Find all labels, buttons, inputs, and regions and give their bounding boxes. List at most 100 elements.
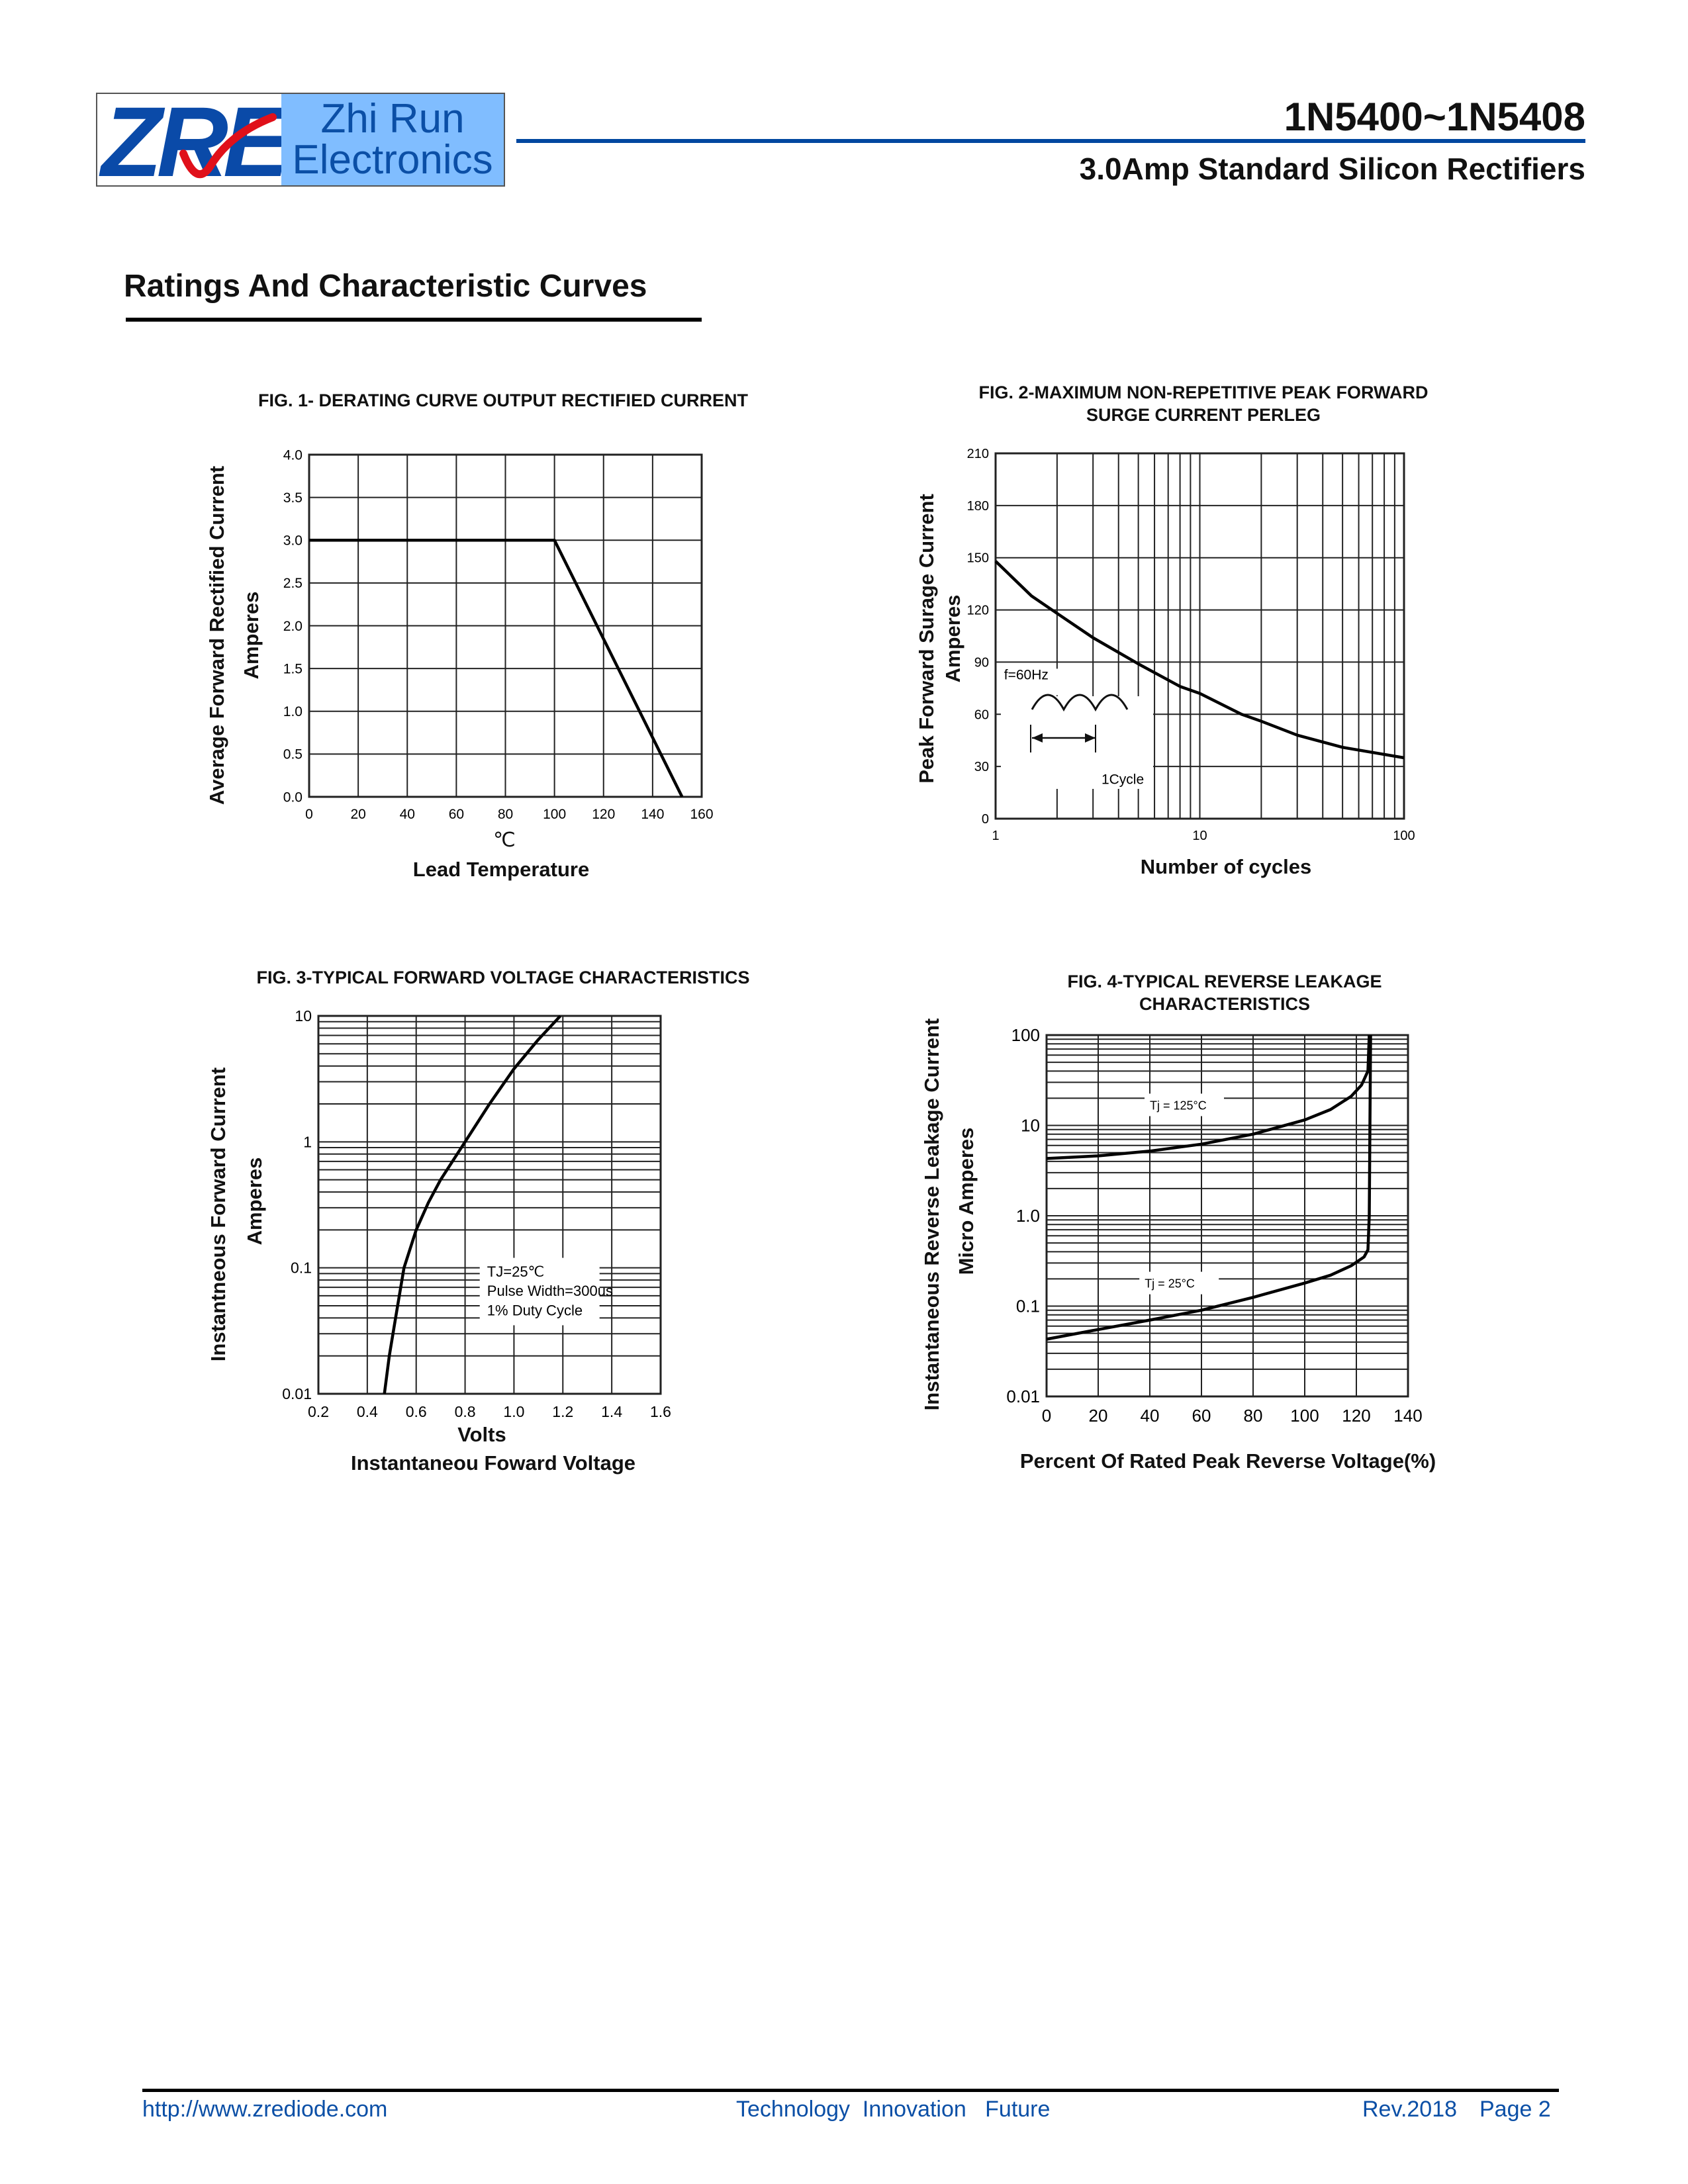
logo-name: Zhi Run Electronics bbox=[281, 94, 504, 185]
x-tick-label: 100 bbox=[1393, 829, 1415, 843]
fig1-derating-chart: 0 20 40 60 80 100 120 140 160 0.0 0.5 1.0 1.5 2.0 2.5 3… bbox=[283, 447, 714, 822]
fig2-title-line1: FIG. 2-MAXIMUM NON-REPETITIVE PEAK FORWA… bbox=[978, 383, 1429, 402]
product-subtitle: 3.0Amp Standard Silicon Rectifiers bbox=[1079, 152, 1585, 186]
y-tick-label: 2.0 bbox=[283, 619, 303, 634]
half-wave-icon bbox=[1031, 694, 1129, 712]
fig1-ylabel: Average Forward Rectified Current bbox=[205, 465, 228, 805]
x-tick-label: 0 bbox=[305, 807, 313, 822]
annotation-text: TJ=25℃ bbox=[487, 1263, 544, 1280]
fig2-ylabel-units: Amperes bbox=[941, 594, 964, 683]
y-tick-label: 0.1 bbox=[1016, 1297, 1040, 1316]
waveform-box bbox=[1001, 696, 1153, 789]
logo-check-icon bbox=[179, 113, 277, 179]
fig3-ylabel-units: Amperes bbox=[243, 1157, 266, 1246]
y-tick-label: 1.0 bbox=[1016, 1206, 1040, 1226]
series-label: Tj = 25°C bbox=[1145, 1277, 1195, 1291]
company-logo: ZRE Zhi Run Electronics bbox=[96, 93, 505, 187]
y-tick-label: 210 bbox=[967, 447, 989, 461]
y-tick-label: 0.01 bbox=[1006, 1387, 1040, 1406]
x-tick-label: 80 bbox=[498, 807, 513, 822]
fig4-title: FIG. 4-TYPICAL REVERSE LEAKAGE CHARACTER… bbox=[1067, 972, 1382, 1014]
x-tick-label: 0 bbox=[1042, 1406, 1051, 1426]
x-tick-label: 1.2 bbox=[552, 1403, 573, 1420]
fig2-xlabel: Number of cycles bbox=[1140, 855, 1312, 878]
x-tick-label: 120 bbox=[592, 807, 615, 822]
x-tick-label: 160 bbox=[690, 807, 713, 822]
logo-mark: ZRE bbox=[97, 94, 281, 185]
x-tick-label: 60 bbox=[1192, 1406, 1211, 1426]
freq-label-box bbox=[1001, 668, 1060, 696]
section-underline bbox=[126, 318, 702, 322]
y-tick-label: 2.5 bbox=[283, 576, 303, 591]
fig3-title: FIG. 3-TYPICAL FORWARD VOLTAGE CHARACTER… bbox=[256, 968, 750, 987]
logo-name-line2: Electronics bbox=[292, 137, 493, 183]
series-line-0 bbox=[309, 539, 684, 798]
fig2-title: FIG. 2-MAXIMUM NON-REPETITIVE PEAK FORWA… bbox=[978, 381, 1428, 426]
fig2-ylabel: Peak Forward Surage Current bbox=[915, 494, 938, 784]
y-tick-label: 90 bbox=[974, 655, 989, 670]
y-tick-label: 3.5 bbox=[283, 490, 303, 506]
x-tick-label: 1.4 bbox=[601, 1403, 622, 1420]
x-tick-label: 0.6 bbox=[406, 1403, 427, 1420]
y-tick-label: 100 bbox=[1011, 1025, 1040, 1045]
footer-slogan: Technology Innovation Future bbox=[736, 2097, 1051, 2122]
y-tick-label: 30 bbox=[974, 760, 989, 774]
x-tick-label: 100 bbox=[543, 807, 566, 822]
header-divider bbox=[516, 139, 1585, 143]
y-tick-label: 1 bbox=[303, 1133, 312, 1150]
series-label: Tj = 125°C bbox=[1150, 1099, 1207, 1112]
y-tick-label: 10 bbox=[295, 1007, 312, 1024]
page-number: Page 2 bbox=[1479, 2097, 1551, 2122]
series-line-1 bbox=[1046, 1034, 1372, 1341]
x-tick-label: 1.6 bbox=[650, 1403, 671, 1420]
plot-frame bbox=[317, 1015, 662, 1395]
x-tick-label: 0.4 bbox=[357, 1403, 378, 1420]
series-label-box bbox=[1145, 1093, 1224, 1116]
series-line-0 bbox=[1046, 1034, 1371, 1160]
fig3-xunit: Volts bbox=[457, 1423, 506, 1446]
x-tick-label: 100 bbox=[1290, 1406, 1319, 1426]
fig3-xlabel: Instantaneou Foward Voltage bbox=[350, 1451, 636, 1475]
annotation-text: f=60Hz bbox=[1004, 668, 1049, 683]
y-tick-label: 0 bbox=[982, 812, 989, 827]
fig1-title: FIG. 1- DERATING CURVE OUTPUT RECTIFIED … bbox=[258, 390, 749, 410]
fig1-xlabel: Lead Temperature bbox=[412, 858, 590, 881]
x-tick-label: 1.0 bbox=[503, 1403, 524, 1420]
x-tick-label: 140 bbox=[1393, 1406, 1422, 1426]
annotation-text: 1Cycle bbox=[1102, 772, 1144, 787]
section-title: Ratings And Characteristic Curves bbox=[124, 269, 647, 304]
y-tick-label: 10 bbox=[1021, 1116, 1040, 1136]
revision: Rev.2018 bbox=[1362, 2097, 1458, 2122]
y-tick-label: 4.0 bbox=[283, 447, 303, 463]
y-tick-label: 0.1 bbox=[291, 1259, 312, 1277]
y-tick-label: 0.5 bbox=[283, 747, 303, 762]
y-tick-label: 3.0 bbox=[283, 533, 303, 549]
x-tick-label: 40 bbox=[400, 807, 415, 822]
legend-box bbox=[479, 1257, 600, 1326]
fig1-xunit: ℃ bbox=[493, 829, 516, 851]
logo-name-line1: Zhi Run bbox=[320, 96, 465, 142]
x-tick-label: 20 bbox=[1089, 1406, 1108, 1426]
y-tick-label: 150 bbox=[967, 551, 989, 566]
plot-frame bbox=[994, 452, 1405, 820]
x-tick-label: 1 bbox=[992, 829, 999, 843]
fig4-ylabel-units: Micro Amperes bbox=[955, 1127, 978, 1275]
fig2-surge-chart: 1 10 100 0 30 60 90 120 150 180 210 f=60Hz 1Cycle bbox=[967, 447, 1415, 843]
fig4-reverse-leakage-chart: 0 20 40 60 80 100 120 140 0.01 0.1 1.0 10 100 Tj = 12… bbox=[1006, 1025, 1422, 1426]
x-tick-label: 0.2 bbox=[308, 1403, 329, 1420]
x-tick-label: 40 bbox=[1141, 1406, 1160, 1426]
y-tick-label: 60 bbox=[974, 707, 989, 722]
part-number: 1N5400~1N5408 bbox=[1284, 95, 1585, 139]
x-tick-label: 0.8 bbox=[455, 1403, 476, 1420]
x-tick-label: 20 bbox=[350, 807, 365, 822]
y-tick-label: 0.0 bbox=[283, 790, 303, 805]
x-tick-label: 10 bbox=[1192, 829, 1207, 843]
series-label-box bbox=[1139, 1271, 1219, 1295]
fig2-title-line2: SURGE CURRENT PERLEG bbox=[1086, 405, 1321, 425]
y-tick-label: 180 bbox=[967, 499, 989, 514]
website-link[interactable]: http://www.zrediode.com bbox=[142, 2097, 388, 2122]
footer-divider bbox=[142, 2089, 1559, 2092]
y-tick-label: 1.5 bbox=[283, 661, 303, 676]
plot-frame bbox=[308, 453, 703, 798]
x-tick-label: 140 bbox=[641, 807, 664, 822]
